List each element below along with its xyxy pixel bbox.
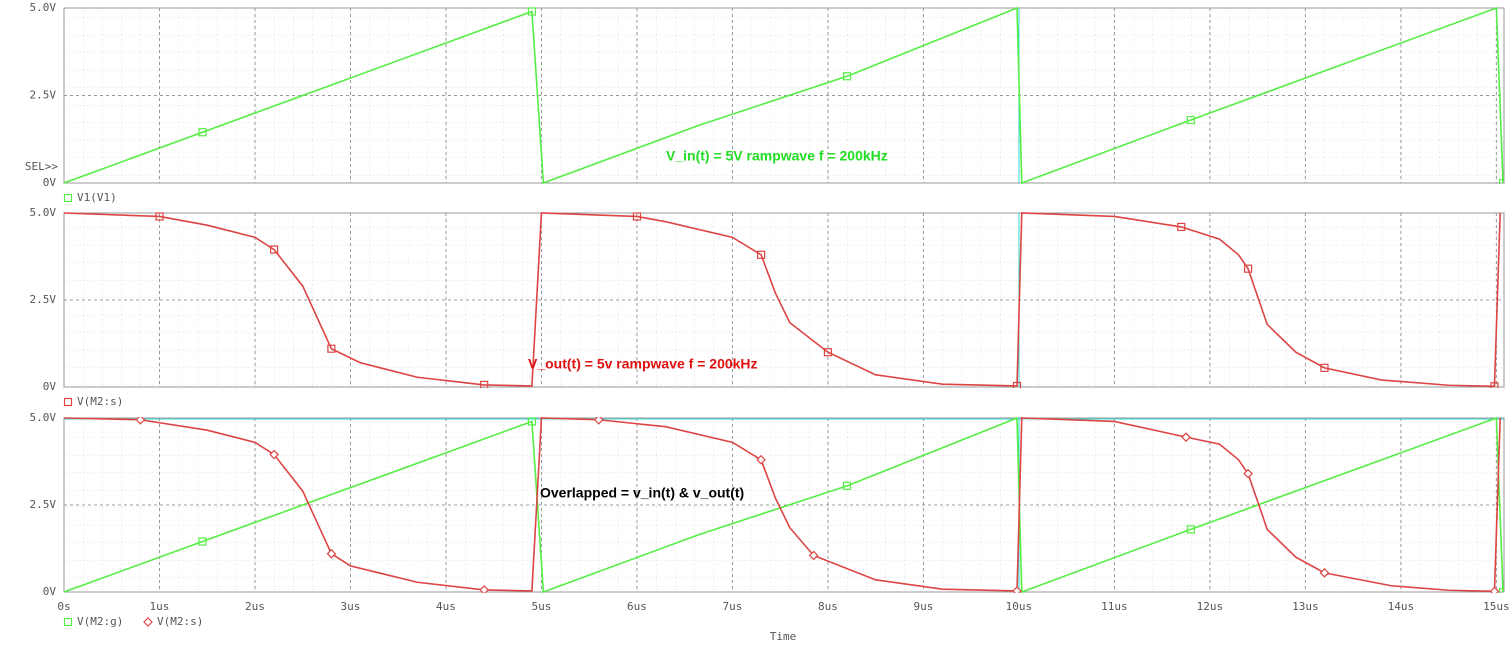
traces [64, 7, 1504, 184]
trace [64, 7, 1504, 184]
y-tick-label: 5.0V [30, 1, 57, 14]
x-tick-label: 3us [341, 600, 361, 613]
point-marker [756, 250, 766, 259]
point-marker [327, 344, 336, 353]
y-tick-label: 2.5V [30, 293, 57, 306]
legend-entry: V(M2:s) [157, 615, 203, 628]
point-marker [1320, 363, 1329, 372]
x-tick-label: 2us [245, 600, 265, 613]
legend-entry: V(M2:s) [77, 395, 123, 408]
legend-entry: V1(V1) [77, 191, 117, 204]
point-marker [1177, 222, 1186, 232]
selector-label: SEL>> [25, 160, 58, 173]
point-marker [135, 417, 146, 425]
traces [64, 212, 1501, 388]
point-marker [63, 397, 73, 407]
trace [64, 212, 1501, 388]
legend-entry: V(M2:g) [77, 615, 123, 628]
point-marker [823, 348, 833, 357]
point-marker [1243, 264, 1253, 273]
y-tick-label: 2.5V [30, 89, 57, 102]
point-marker [155, 212, 164, 221]
x-tick-label: 12us [1197, 600, 1224, 613]
point-marker [1243, 468, 1253, 479]
x-tick-label: 4us [436, 600, 456, 613]
x-tick-label: 0s [57, 600, 70, 613]
point-marker [1498, 587, 1504, 593]
point-marker [143, 617, 153, 627]
point-marker [808, 550, 819, 561]
point-marker [1319, 568, 1330, 578]
point-marker [842, 72, 852, 81]
point-marker [63, 617, 73, 627]
point-marker [1012, 586, 1022, 593]
annotation: V_in(t) = 5V rampwave f = 200kHz [666, 148, 888, 164]
x-tick-label: 10us [1006, 600, 1033, 613]
point-marker [1186, 115, 1195, 125]
x-tick-label: 14us [1388, 600, 1415, 613]
x-tick-label: 5us [532, 600, 552, 613]
y-tick-label: 5.0V [30, 206, 57, 219]
point-marker [1490, 382, 1499, 388]
y-tick-label: 2.5V [30, 498, 57, 511]
point-marker [842, 481, 852, 490]
point-marker [632, 212, 642, 221]
point-marker [63, 193, 73, 203]
point-marker [269, 245, 279, 254]
y-tick-label: 0V [43, 176, 57, 189]
point-marker [756, 454, 766, 465]
x-tick-label: 11us [1101, 600, 1128, 613]
trace [64, 417, 1501, 593]
x-tick-label: 8us [818, 600, 838, 613]
point-marker [1012, 381, 1022, 388]
traces [64, 417, 1504, 593]
x-tick-label: 13us [1292, 600, 1319, 613]
trace [64, 417, 1504, 593]
y-tick-label: 0V [43, 585, 57, 598]
point-marker [1498, 178, 1504, 184]
point-marker [527, 417, 537, 426]
annotation: V_out(t) = 5v rampwave f = 200kHz [528, 356, 758, 372]
x-tick-label: 6us [627, 600, 647, 613]
point-marker [479, 585, 490, 593]
point-marker [593, 417, 604, 425]
point-marker [269, 449, 279, 460]
point-marker [527, 7, 537, 16]
x-tick-label: 7us [722, 600, 742, 613]
point-marker [1186, 525, 1195, 534]
x-tick-label: 1us [150, 600, 170, 613]
point-marker [1489, 586, 1500, 593]
point-marker [198, 537, 207, 546]
x-tick-label: 9us [913, 600, 933, 613]
x-tick-label: 15us [1483, 600, 1510, 613]
x-axis-label: Time [770, 630, 797, 643]
point-marker [198, 128, 207, 137]
y-tick-label: 5.0V [30, 411, 57, 424]
y-tick-label: 0V [43, 380, 57, 393]
point-marker [326, 548, 337, 559]
point-marker [480, 380, 489, 388]
annotation: Overlapped = v_in(t) & v_out(t) [540, 485, 744, 501]
point-marker [1181, 432, 1191, 442]
